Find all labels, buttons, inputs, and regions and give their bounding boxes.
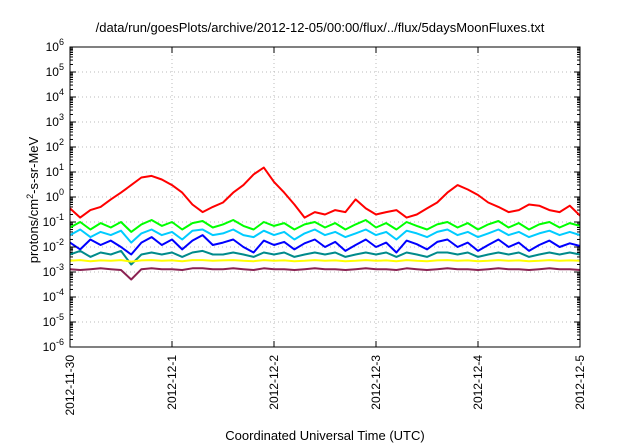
y-tick-label: 10-2 [43,237,64,254]
y-tick-label: 105 [46,62,64,79]
y-tick-label: 10-6 [43,337,64,354]
y-tick-label: 10-5 [43,312,64,329]
x-tick-label: 2012-12-1 [165,355,179,410]
y-axis-label-main: protons/cm [26,198,42,264]
series-line-1 [69,166,581,219]
series-line-5 [69,249,581,266]
y-tick-label: 10-3 [43,262,64,279]
series-line-4 [69,234,581,256]
x-tick-label: 2012-11-30 [63,355,77,416]
series-line-6 [69,259,581,263]
series-line-3 [69,228,581,244]
y-tick-label: 104 [46,87,64,104]
series-line-7 [69,267,581,281]
series-line-2 [69,219,581,233]
y-tick-label: 10-4 [43,287,64,304]
y-tick-label: 100 [46,187,64,204]
x-tick-label: 2012-12-3 [369,355,383,410]
y-tick-label: 103 [46,112,64,129]
chart-title: /data/run/goesPlots/archive/2012-12-05/0… [95,20,545,35]
x-tick-label: 2012-12-2 [267,355,281,410]
x-axis-label: Coordinated Universal Time (UTC) [225,428,425,443]
y-axis-label: protons/cm2-s-sr-MeV [25,137,41,263]
y-axis-label-exponent: 2 [24,193,35,199]
x-tick-label: 2012-12-4 [471,355,485,410]
y-tick-label: 10-1 [43,212,64,229]
y-tick-label: 102 [46,137,64,154]
x-tick-label: 2012-12-5 [573,355,587,410]
y-tick-label: 101 [46,162,64,179]
y-tick-label: 106 [46,37,64,54]
y-axis-label-rest: -s-sr-MeV [26,136,42,194]
